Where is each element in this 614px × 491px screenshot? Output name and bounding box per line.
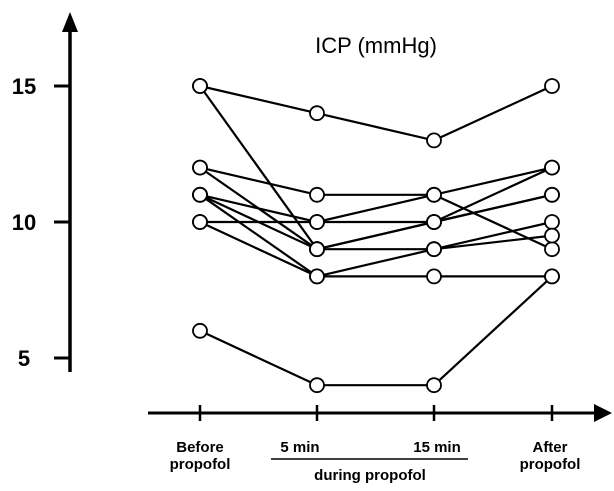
- y-tick-label: 5: [18, 346, 30, 371]
- data-point: [544, 268, 560, 285]
- data-point: [426, 268, 442, 285]
- data-point: [426, 186, 442, 203]
- series-line: [200, 193, 553, 224]
- data-point: [544, 227, 560, 244]
- x-axis-arrow: [594, 404, 612, 422]
- data-point: [544, 159, 560, 176]
- x-category-label: propofol: [520, 456, 581, 473]
- series-line: [199, 221, 552, 278]
- data-point: [426, 132, 442, 149]
- data-point: [544, 78, 560, 94]
- data-point: [544, 214, 560, 230]
- group-label-during: during propofol: [314, 467, 426, 484]
- series-line: [199, 275, 553, 387]
- data-point: [192, 159, 208, 176]
- data-point: [426, 214, 442, 230]
- data-point: [192, 78, 208, 94]
- x-category-label: propofol: [170, 456, 231, 473]
- data-point: [192, 214, 208, 230]
- y-tick-label: 15: [12, 74, 36, 99]
- data-point: [309, 214, 325, 230]
- x-category-label: After: [532, 439, 567, 456]
- data-point: [426, 377, 442, 394]
- y-tick-label: 10: [12, 210, 36, 235]
- series-line: [199, 85, 553, 251]
- series-line: [199, 193, 553, 278]
- series-line: [199, 84, 553, 142]
- chart-title: ICP (mmHg): [315, 33, 437, 58]
- data-point: [544, 241, 560, 258]
- x-category-label: 15 min: [413, 439, 461, 456]
- data-point: [309, 268, 325, 285]
- x-category-label: 5 min: [280, 439, 319, 456]
- data-point: [309, 186, 325, 203]
- data-point: [426, 241, 442, 258]
- series-line: [199, 193, 553, 251]
- data-point: [192, 186, 208, 203]
- x-category-label: Before: [176, 439, 224, 456]
- data-point: [309, 241, 325, 258]
- data-point: [309, 377, 325, 394]
- series-line: [199, 166, 553, 196]
- data-point: [544, 186, 560, 203]
- data-point: [192, 322, 208, 339]
- data-point: [309, 105, 325, 122]
- y-axis-arrow: [62, 12, 78, 32]
